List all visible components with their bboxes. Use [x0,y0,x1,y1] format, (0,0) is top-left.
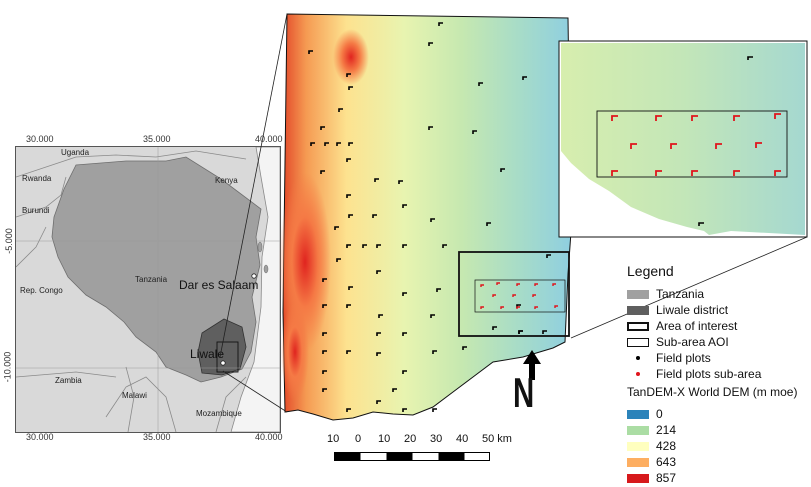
label-dar-es-salaam: Dar es Salaam [179,278,259,292]
coord-left-minus5: -5.000 [3,228,14,254]
legend-item-field-plots: Field plots [627,351,711,365]
legend-label-tanzania: Tanzania [656,287,705,301]
legend-label-field-plots-subarea: Field plots sub-area [656,367,762,381]
north-arrow-icon [523,350,541,380]
dem-class-428: 428 [627,439,676,453]
scale-label-30: 30 [430,433,443,445]
label-burundi: Burundi [22,206,50,215]
legend-item-aoi: Area of interest [627,319,737,333]
dem-legend-title: TanDEM-X World DEM (m moe) [627,385,798,399]
coord-top-40: 40.000 [255,134,283,144]
scale-label-10: 10 [378,433,391,445]
coord-bottom-40: 40.000 [255,432,283,442]
label-rep-congo: Rep. Congo [20,286,63,295]
legend-item-subarea: Sub-area AOI [627,335,729,349]
coord-bottom-30: 30.000 [26,432,54,442]
dem-class-857: 857 [627,471,676,485]
dem-map [279,13,572,421]
dot-field-plots [627,354,649,363]
legend-label-aoi: Area of interest [656,319,738,333]
scale-label-20: 20 [404,433,417,445]
swatch-dem-428 [627,441,649,451]
legend-item-tanzania: Tanzania [627,287,704,301]
label-kenya: Kenya [215,176,238,185]
label-uganda: Uganda [61,148,90,157]
swatch-dem-214 [627,425,649,435]
dem-class-214: 214 [627,423,676,437]
field-plots-layer [308,22,570,412]
legend-item-field-plots-subarea: Field plots sub-area [627,367,761,381]
tanzania-shape [51,156,262,383]
legend-label-liwale: Liwale district [656,303,729,317]
legend-item-liwale: Liwale district [627,303,728,317]
north-arrow-label: N [513,369,535,416]
swatch-liwale [627,305,649,315]
swatch-dem-0 [627,409,649,419]
dem-class-0: 0 [627,407,663,421]
dem-area [282,13,572,421]
coord-top-35: 35.000 [143,134,171,144]
swatch-aoi [627,321,649,331]
label-malawi: Malawi [122,391,147,400]
dem-label-0: 0 [656,407,663,421]
scale-label-0: 0 [355,433,362,445]
scale-label-50km: 50 km [482,433,512,445]
coord-top-30: 30.000 [26,134,54,144]
swatch-dem-643 [627,457,649,467]
dem-label-643: 643 [656,455,677,469]
legend-label-field-plots: Field plots [656,351,711,365]
coord-left-minus10: -10.000 [2,351,13,383]
label-zambia: Zambia [55,376,82,385]
scale-label-40: 40 [456,433,469,445]
legend-title: Legend [627,263,674,279]
legend-label-subarea: Sub-area AOI [656,335,729,349]
scale-label-10-left: 10 [327,433,340,445]
swatch-dem-857 [627,473,649,483]
inset-map [558,40,808,238]
scale-bar [334,452,490,461]
label-rwanda: Rwanda [22,174,52,183]
dem-label-857: 857 [656,471,677,485]
swatch-subarea [627,337,649,347]
swatch-tanzania [627,289,649,299]
label-tanzania: Tanzania [135,275,168,284]
dem-class-643: 643 [627,455,676,469]
label-mozambique: Mozambique [196,409,242,418]
label-liwale: Liwale [190,347,225,361]
dot-field-plots-subarea [627,370,649,379]
coord-bottom-35: 35.000 [143,432,171,442]
dem-label-428: 428 [656,439,677,453]
dem-label-214: 214 [656,423,677,437]
